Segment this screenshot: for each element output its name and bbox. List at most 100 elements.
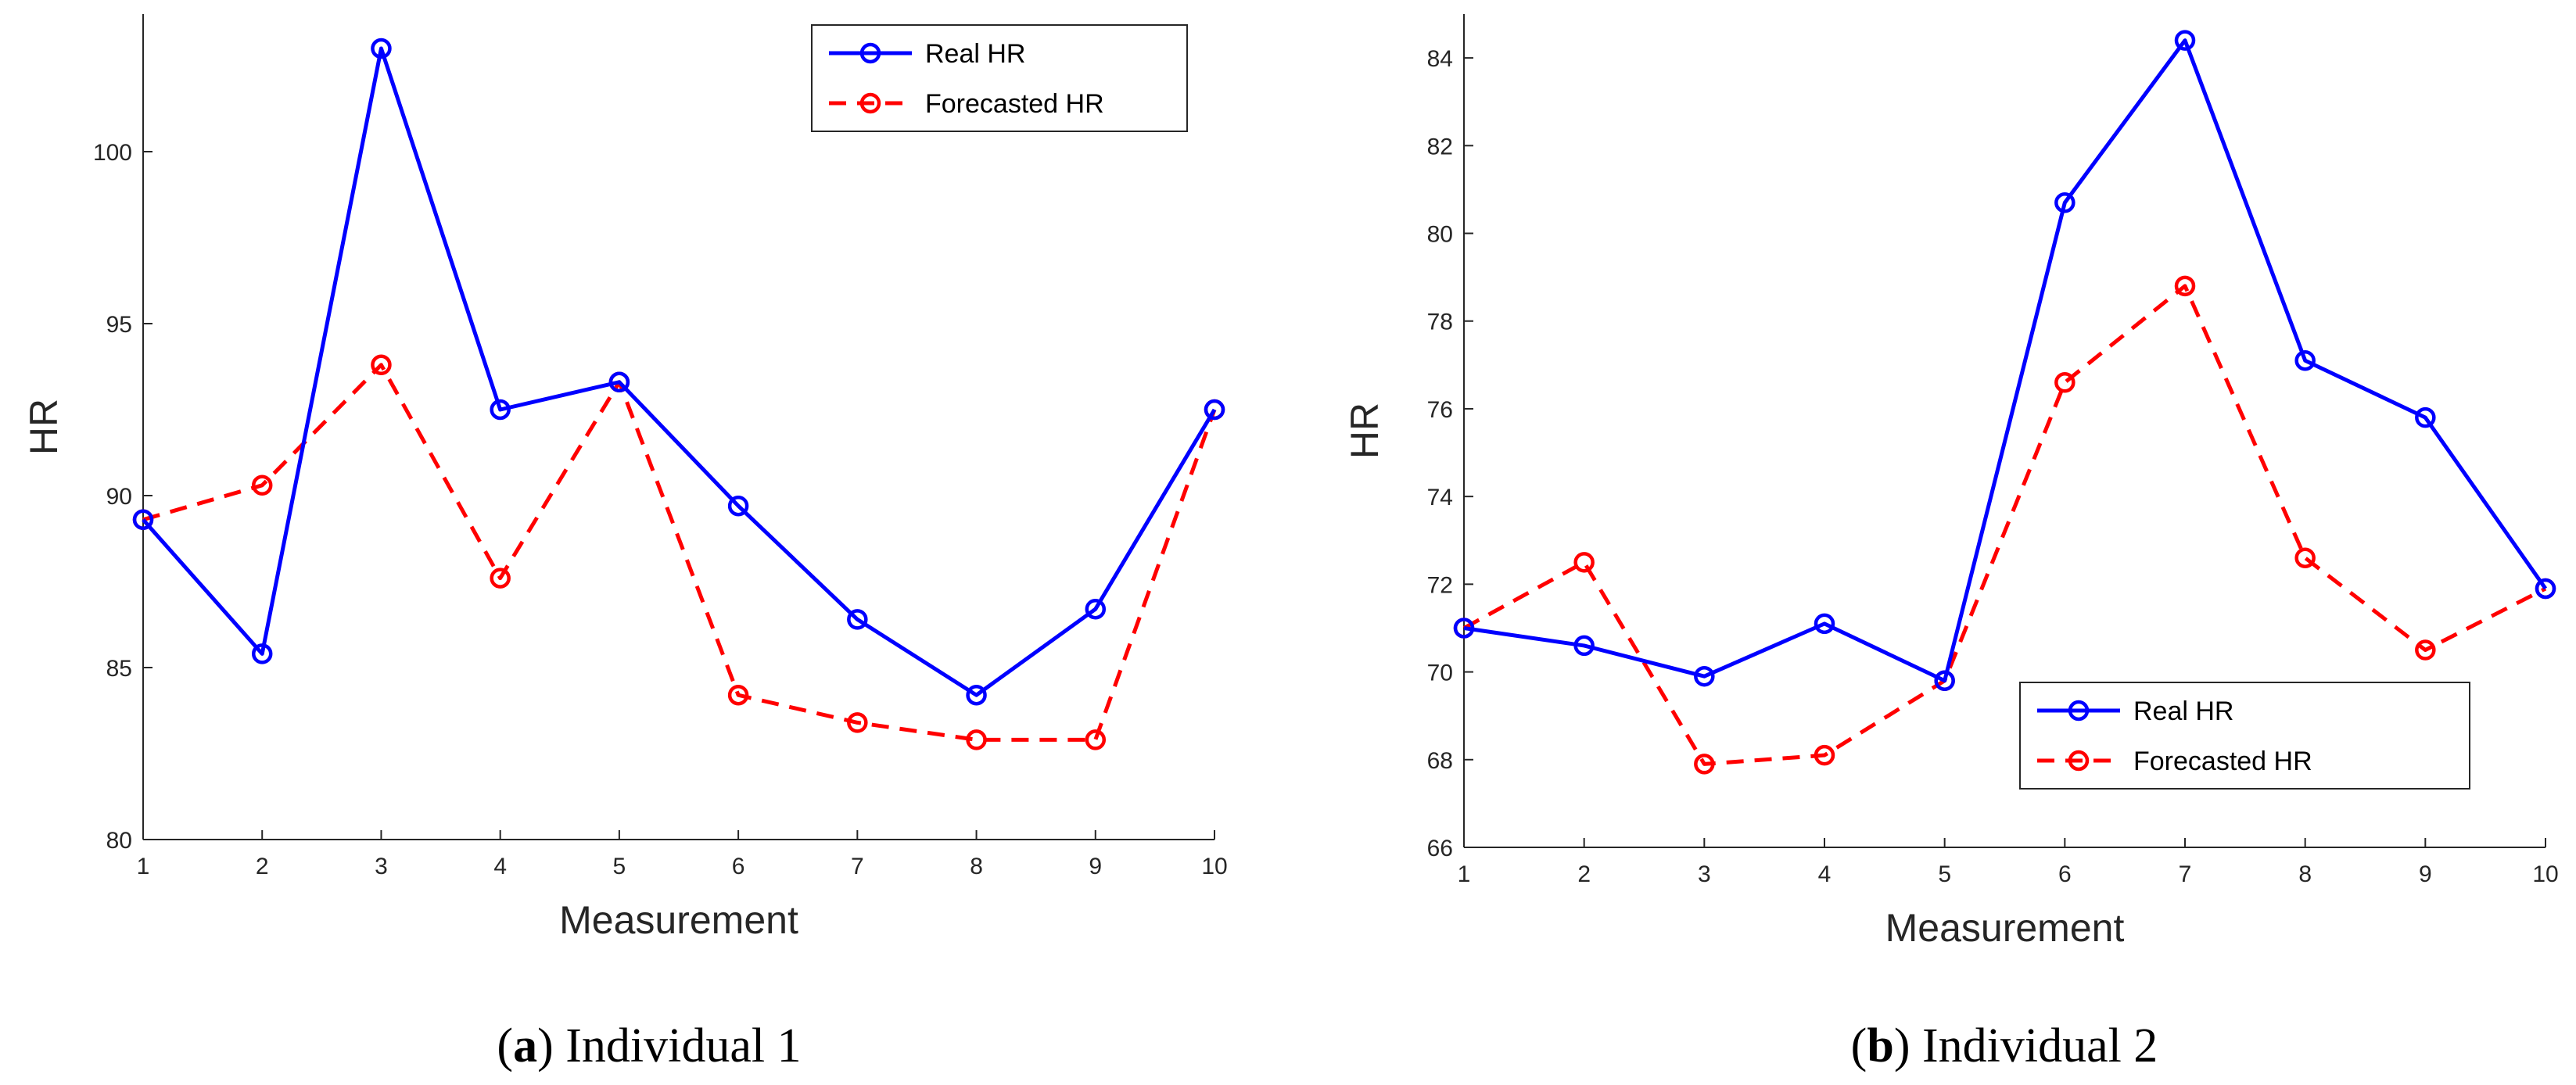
caption-close-paren: ) xyxy=(537,1019,554,1072)
x-tick-label: 2 xyxy=(1577,861,1591,887)
legend: Real HR Forecasted HR xyxy=(2019,682,2470,790)
y-tick-label: 78 xyxy=(1427,310,1453,335)
forecasted-hr-point xyxy=(251,474,273,496)
real-hr-point xyxy=(2294,349,2316,371)
y-tick-label: 95 xyxy=(106,312,132,338)
real-hr-point xyxy=(132,509,154,531)
real-hr-point xyxy=(251,643,273,664)
x-tick-label: 9 xyxy=(1089,854,1102,879)
y-tick-label: 90 xyxy=(106,484,132,510)
caption-open-paren: ( xyxy=(1851,1019,1867,1072)
x-tick-label: 5 xyxy=(613,854,626,879)
real-hr-point xyxy=(2174,30,2196,51)
x-tick-label: 3 xyxy=(1698,861,1711,887)
y-tick-label: 100 xyxy=(93,140,132,166)
forecasted-hr-point xyxy=(1814,744,1835,766)
x-tick-label: 6 xyxy=(2058,861,2072,887)
x-tick-label: 8 xyxy=(2298,861,2312,887)
caption-text: Individual 1 xyxy=(565,1019,801,1072)
real-hr-point xyxy=(1085,598,1107,620)
caption-open-paren: ( xyxy=(497,1019,513,1072)
legend: Real HR Forecasted HR xyxy=(811,24,1188,132)
forecasted-hr-point xyxy=(966,729,987,750)
legend-box xyxy=(2019,682,2470,790)
y-tick-label: 76 xyxy=(1427,397,1453,423)
real-hr-point xyxy=(847,609,868,630)
caption-letter: b xyxy=(1867,1019,1893,1072)
real-hr-point xyxy=(1573,635,1595,657)
legend-forecasted-hr-label: Forecasted HR xyxy=(925,89,1104,119)
y-tick-label: 74 xyxy=(1427,485,1453,510)
real-hr-point xyxy=(2535,578,2556,600)
chart-individual-2: 1 2 3 4 5 6 7 8 9 1066687072747678808284Measureme… xyxy=(1343,14,2559,1072)
y-tick-label: 68 xyxy=(1427,748,1453,774)
legend-real-hr-marker xyxy=(859,42,881,64)
chart-individual-1: 1 2 3 4 5 6 7 8 9 10 80 85 90 95 100 Measurement HR Real … xyxy=(22,14,1228,1072)
legend-forecasted-hr-label: Forecasted HR xyxy=(2133,747,2312,776)
real-hr-point xyxy=(371,38,392,59)
caption-letter: a xyxy=(513,1019,537,1072)
forecasted-hr-point xyxy=(2415,639,2436,661)
x-tick-label: 2 xyxy=(256,854,269,879)
real-hr-point xyxy=(1694,665,1715,687)
y-tick-label: 80 xyxy=(1427,222,1453,248)
real-hr-point xyxy=(727,495,749,517)
x-tick-label: 7 xyxy=(2179,861,2192,887)
caption: (b) Individual 2 xyxy=(1851,1019,2158,1072)
forecasted-hr-point xyxy=(371,354,392,376)
legend-real-hr-label: Real HR xyxy=(2133,696,2233,726)
forecasted-hr-point xyxy=(2294,547,2316,568)
x-tick-label: 10 xyxy=(1201,854,1227,879)
y-axis-label: HR xyxy=(1343,403,1387,459)
y-tick-label: 66 xyxy=(1427,836,1453,861)
x-tick-label: 4 xyxy=(493,854,507,879)
forecasted-hr-line xyxy=(142,363,1217,742)
real-hr-point xyxy=(608,371,630,393)
caption-close-paren: ) xyxy=(1894,1019,1910,1072)
caption-space xyxy=(554,1019,566,1072)
forecasted-hr-point xyxy=(2054,372,2076,393)
legend-forecasted-hr-marker xyxy=(859,92,881,114)
real-hr-point xyxy=(1453,618,1475,639)
real-hr-point xyxy=(490,399,511,421)
x-tick-label: 3 xyxy=(375,854,388,879)
x-tick-label: 7 xyxy=(851,854,864,879)
forecasted-hr-point xyxy=(727,684,749,706)
caption: (a) Individual 1 xyxy=(497,1019,801,1072)
x-tick-label: 10 xyxy=(2532,861,2558,887)
forecasted-hr-point xyxy=(847,712,868,733)
x-tick-label: 8 xyxy=(970,854,983,879)
x-tick-label: 1 xyxy=(137,854,150,879)
x-tick-label: 4 xyxy=(1818,861,1832,887)
forecasted-hr-line xyxy=(1462,284,2547,766)
x-tick-label: 5 xyxy=(1938,861,1951,887)
caption-space xyxy=(1910,1019,1922,1072)
y-tick-label: 72 xyxy=(1427,572,1453,598)
real-hr-point xyxy=(1814,613,1835,635)
y-tick-label: 84 xyxy=(1427,46,1453,72)
real-hr-point xyxy=(1204,399,1225,421)
real-hr-point xyxy=(966,684,987,706)
real-hr-line xyxy=(142,46,1217,697)
real-hr-point xyxy=(2054,192,2076,213)
y-tick-label: 70 xyxy=(1427,661,1453,686)
x-axis-label: Measurement xyxy=(1885,906,2125,950)
legend-forecasted-hr-marker xyxy=(2068,750,2090,772)
forecasted-hr-point xyxy=(2174,275,2196,297)
legend-real-hr-label: Real HR xyxy=(925,39,1025,69)
x-tick-label: 6 xyxy=(732,854,745,879)
forecasted-hr-point xyxy=(1085,729,1107,750)
forecasted-hr-point xyxy=(490,568,511,589)
real-hr-line xyxy=(1463,38,2548,683)
real-hr-point xyxy=(2415,406,2436,428)
forecasted-hr-point xyxy=(1573,552,1595,573)
y-axis-label: HR xyxy=(22,399,66,455)
x-tick-label: 1 xyxy=(1458,861,1471,887)
forecasted-hr-point xyxy=(1694,754,1715,775)
y-tick-label: 85 xyxy=(106,656,132,682)
real-hr-point xyxy=(1934,670,1955,692)
y-tick-label: 80 xyxy=(106,828,132,854)
y-tick-label: 82 xyxy=(1427,134,1453,159)
x-tick-label: 9 xyxy=(2419,861,2432,887)
